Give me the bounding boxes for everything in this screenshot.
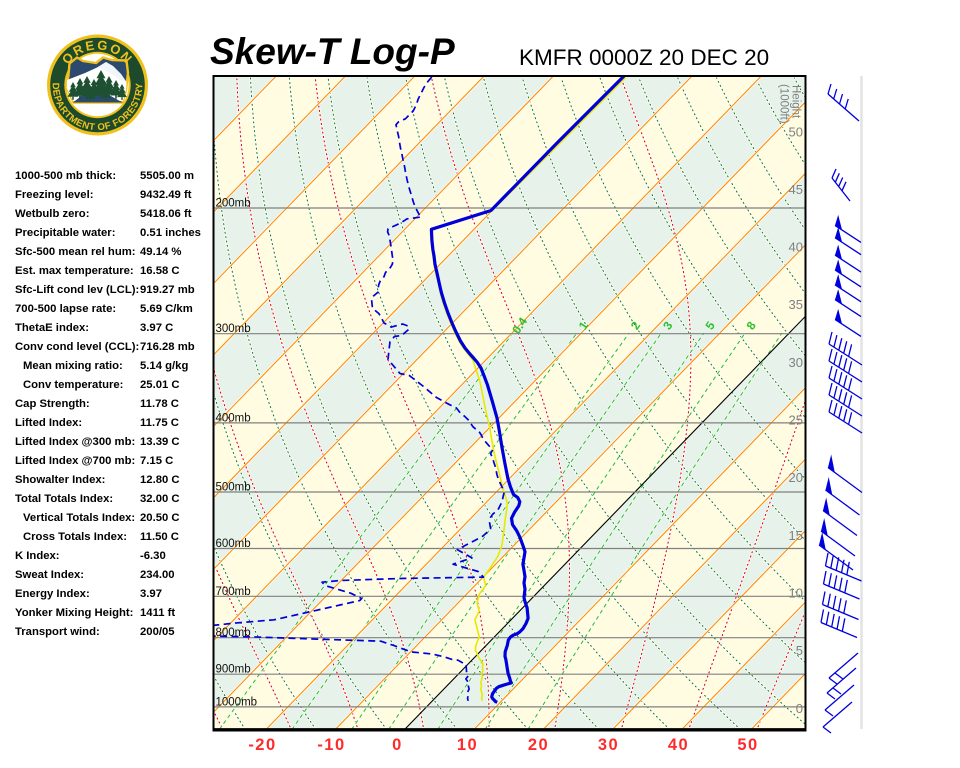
svg-text:30: 30 — [598, 736, 619, 754]
svg-text:50: 50 — [737, 736, 758, 754]
svg-text:45: 45 — [789, 182, 803, 197]
svg-text:20: 20 — [789, 470, 803, 485]
svg-text:35: 35 — [789, 297, 803, 312]
svg-text:800mb: 800mb — [216, 627, 251, 639]
svg-text:-20: -20 — [248, 736, 276, 754]
svg-text:500mb: 500mb — [216, 482, 251, 494]
svg-text:10: 10 — [789, 586, 803, 601]
svg-text:20: 20 — [528, 736, 549, 754]
svg-text:600mb: 600mb — [216, 538, 251, 550]
svg-text:200mb: 200mb — [216, 198, 251, 210]
svg-text:30: 30 — [789, 355, 803, 370]
svg-text:15: 15 — [789, 528, 803, 543]
svg-text:0: 0 — [392, 736, 403, 754]
svg-text:5: 5 — [796, 643, 803, 658]
svg-text:Height: Height — [790, 85, 802, 119]
svg-text:300mb: 300mb — [216, 323, 251, 335]
svg-text:700mb: 700mb — [216, 586, 251, 598]
svg-text:400mb: 400mb — [216, 412, 251, 424]
svg-text:25: 25 — [789, 413, 803, 428]
svg-text:900mb: 900mb — [216, 664, 251, 676]
svg-text:(1000ft): (1000ft) — [778, 84, 790, 124]
svg-text:0: 0 — [796, 701, 803, 716]
svg-text:40: 40 — [789, 240, 803, 255]
svg-text:10: 10 — [457, 736, 478, 754]
svg-text:-10: -10 — [317, 736, 345, 754]
svg-text:1000mb: 1000mb — [216, 696, 258, 708]
svg-text:40: 40 — [668, 736, 689, 754]
svg-text:50: 50 — [789, 124, 803, 139]
